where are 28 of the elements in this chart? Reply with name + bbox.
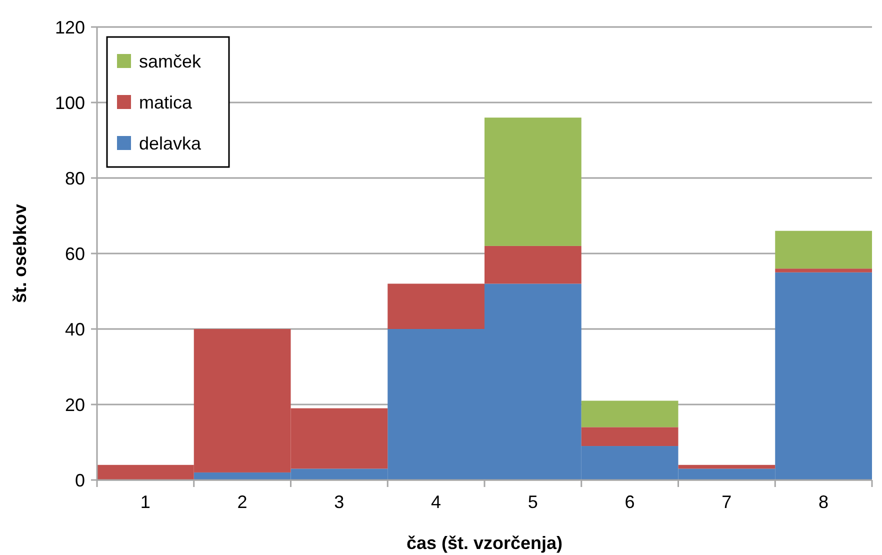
bar bbox=[581, 400, 678, 428]
y-axis-title: št. osebkov bbox=[10, 204, 30, 304]
x-tick-label: 2 bbox=[237, 492, 248, 512]
x-tick-label: 8 bbox=[818, 492, 829, 512]
x-tick-label: 6 bbox=[624, 492, 635, 512]
x-tick-label: 3 bbox=[334, 492, 344, 512]
bar bbox=[775, 230, 872, 269]
x-tick-label: 5 bbox=[528, 492, 538, 512]
y-tick-label: 100 bbox=[54, 92, 85, 113]
bar bbox=[484, 246, 582, 284]
x-tick-label: 4 bbox=[431, 492, 442, 512]
y-tick-label: 120 bbox=[54, 17, 85, 38]
y-tick-label: 60 bbox=[64, 244, 85, 264]
bar bbox=[581, 427, 678, 446]
y-tick-label: 40 bbox=[64, 319, 85, 340]
x-tick-label: 7 bbox=[722, 492, 732, 512]
bar bbox=[484, 118, 582, 246]
x-axis-title: čas (št. vzorčenja) bbox=[406, 533, 563, 553]
y-tick-label: 0 bbox=[74, 470, 85, 490]
bar bbox=[775, 268, 872, 272]
legend-label: matica bbox=[139, 92, 194, 112]
y-tick-label: 80 bbox=[64, 168, 85, 188]
bar bbox=[388, 284, 484, 329]
bar bbox=[678, 464, 776, 469]
x-tick-label: 1 bbox=[140, 492, 150, 512]
legend-label: delavka bbox=[139, 133, 202, 154]
legend-label: samček bbox=[139, 51, 202, 72]
y-tick-label: 20 bbox=[64, 394, 85, 415]
